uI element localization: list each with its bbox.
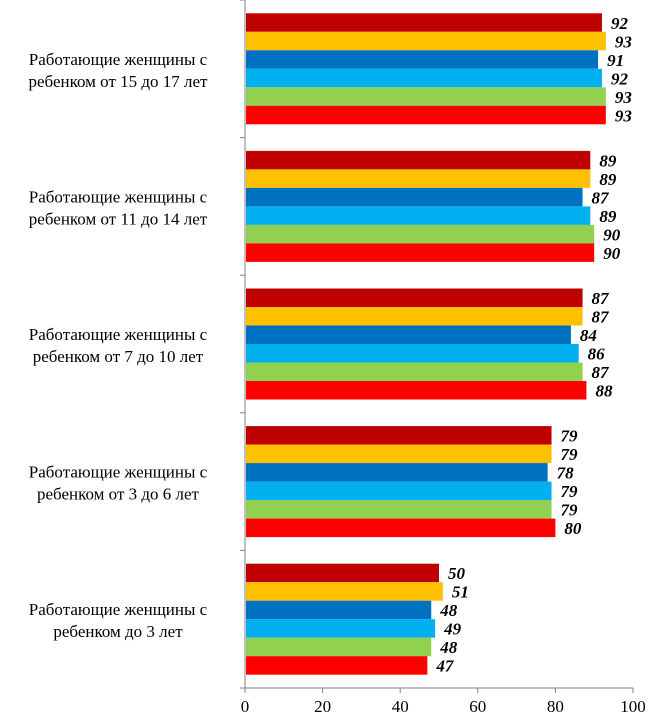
data-label: 48 (439, 601, 458, 620)
category-label: Работающие женщины с ребенком от 11 до 14… (29, 187, 208, 228)
bar (246, 444, 552, 464)
data-label: 48 (439, 638, 458, 657)
data-label: 50 (448, 564, 466, 583)
data-label: 89 (599, 207, 617, 226)
data-label: 93 (615, 106, 633, 125)
data-label: 88 (595, 382, 613, 401)
data-label: 92 (611, 69, 629, 88)
bar (246, 169, 591, 188)
category-label: Работающие женщины с ребенком от 3 до 6 л… (29, 463, 208, 504)
bar (246, 68, 602, 88)
chart-bars (246, 13, 606, 675)
bar (246, 50, 599, 69)
bar (246, 344, 579, 363)
data-label: 49 (443, 620, 462, 639)
bar (246, 243, 595, 262)
bar (246, 500, 552, 519)
chart-axes (240, 0, 634, 693)
data-label: 79 (561, 501, 579, 520)
data-label: 89 (599, 170, 617, 189)
bar (246, 325, 571, 344)
data-label: 87 (592, 308, 611, 327)
bar (246, 362, 583, 381)
bar (246, 187, 583, 207)
bar (246, 206, 591, 225)
category-label: Работающие женщины с ребенком от 7 до 10 … (29, 325, 208, 366)
data-label: 79 (561, 445, 579, 464)
bar (246, 105, 606, 125)
data-label: 93 (615, 32, 633, 51)
bar (246, 13, 602, 32)
bar (246, 381, 587, 400)
bar (246, 150, 591, 170)
bar (246, 619, 436, 638)
bar (246, 637, 432, 657)
bar (246, 481, 552, 501)
x-tick-label: 0 (241, 697, 250, 716)
chart-labels: 0 20 40 60 80 100 Работающие женщины с ребенком… (28, 14, 645, 716)
data-label: 84 (580, 326, 597, 345)
category-label: Работающие женщины с ребенком от 15 до 17… (28, 50, 208, 91)
data-label: 78 (557, 464, 575, 483)
data-label: 89 (599, 151, 617, 170)
bar (246, 582, 443, 601)
category-label: Работающие женщины с ребенком до 3 лет (29, 600, 208, 641)
data-label: 92 (611, 14, 629, 33)
bar (246, 288, 583, 307)
bar (246, 31, 606, 51)
bar (246, 87, 606, 106)
bar (246, 224, 595, 244)
data-label: 90 (603, 244, 621, 263)
bar (246, 426, 552, 445)
data-label: 87 (592, 188, 611, 207)
data-label: 47 (435, 657, 455, 676)
data-label: 87 (592, 289, 611, 308)
bar (246, 563, 439, 583)
data-label: 90 (603, 225, 621, 244)
data-label: 93 (615, 88, 633, 107)
bar (246, 600, 432, 620)
data-label: 87 (592, 363, 611, 382)
x-tick-label: 60 (469, 697, 486, 716)
data-label: 86 (588, 345, 606, 364)
data-label: 79 (561, 482, 579, 501)
data-label: 91 (607, 51, 624, 70)
bar (246, 307, 583, 326)
bar (246, 463, 548, 482)
bar (246, 656, 428, 675)
bar (246, 518, 556, 538)
data-label: 51 (452, 583, 469, 602)
data-label: 79 (561, 427, 579, 446)
x-tick-label: 80 (547, 697, 564, 716)
x-tick-label: 40 (392, 697, 409, 716)
x-tick-label: 100 (620, 697, 646, 716)
x-tick-label: 20 (314, 697, 331, 716)
data-label: 80 (564, 519, 582, 538)
